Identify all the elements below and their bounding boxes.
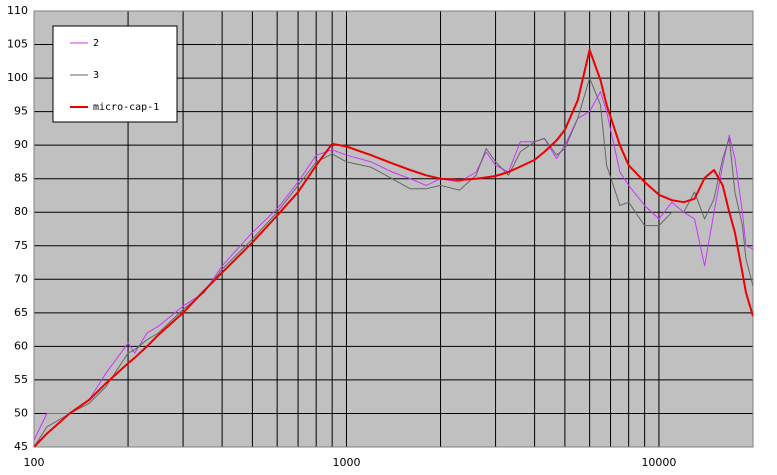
x-tick-label: 1000 xyxy=(332,456,360,469)
legend-label: 2 xyxy=(93,38,99,49)
y-tick-label: 50 xyxy=(14,406,28,419)
y-tick-label: 100 xyxy=(7,71,28,84)
y-tick-label: 45 xyxy=(14,440,28,453)
y-tick-label: 65 xyxy=(14,306,28,319)
x-tick-label: 10000 xyxy=(641,456,676,469)
x-tick-label: 100 xyxy=(24,456,45,469)
y-tick-label: 80 xyxy=(14,205,28,218)
series-line xyxy=(34,77,753,447)
series-line xyxy=(34,91,753,441)
y-tick-label: 95 xyxy=(14,105,28,118)
legend-label: 3 xyxy=(93,70,99,81)
legend: 2 3 micro-cap-1 xyxy=(52,25,178,123)
plot-border xyxy=(33,10,754,448)
legend-label: micro-cap-1 xyxy=(93,102,159,113)
y-tick-label: 75 xyxy=(14,239,28,252)
y-tick-label: 85 xyxy=(14,172,28,185)
series-line xyxy=(34,48,753,447)
y-tick-label: 90 xyxy=(14,138,28,151)
y-tick-label: 55 xyxy=(14,373,28,386)
y-tick-label: 70 xyxy=(14,272,28,285)
y-tick-label: 110 xyxy=(7,4,28,17)
y-tick-label: 60 xyxy=(14,339,28,352)
y-tick-label: 105 xyxy=(7,38,28,51)
